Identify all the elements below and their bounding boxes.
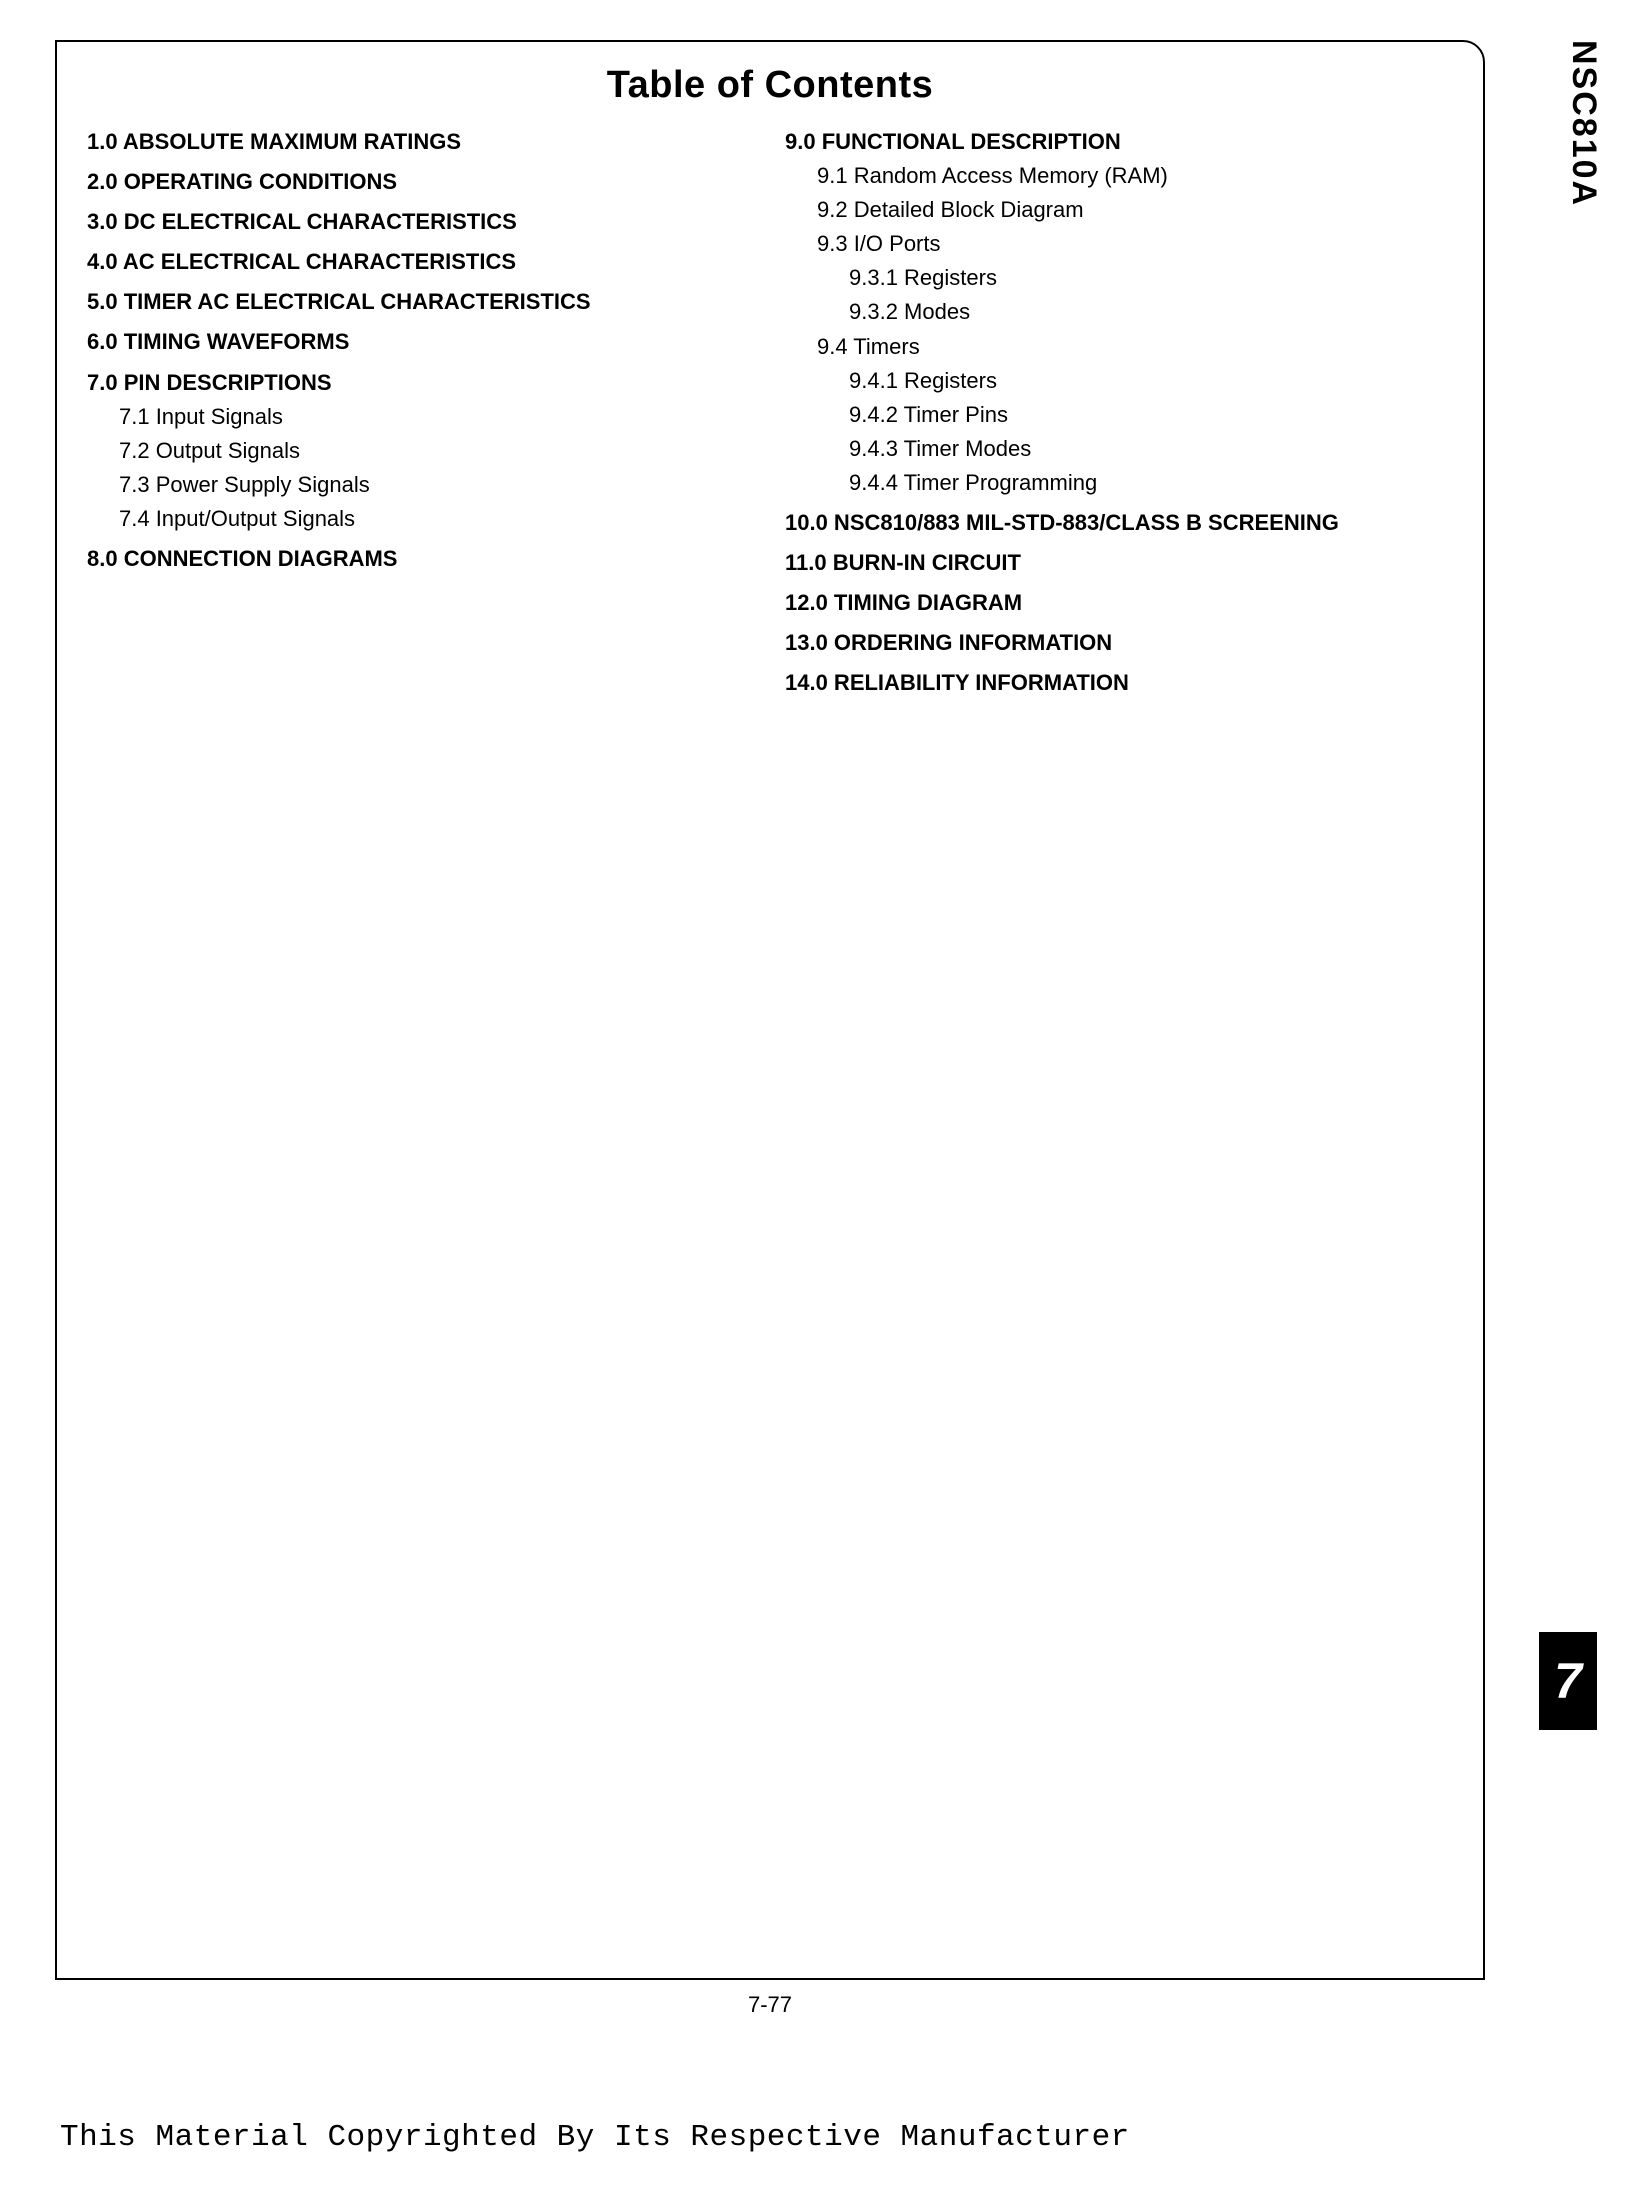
toc-entry: 9.3 I/O Ports <box>785 227 1453 261</box>
page-title: Table of Contents <box>87 64 1453 107</box>
toc-entry: 2.0 OPERATING CONDITIONS <box>87 165 755 199</box>
toc-entry: 7.2 Output Signals <box>87 434 755 468</box>
toc-entry: 9.4.2 Timer Pins <box>785 398 1453 432</box>
toc-entry: 10.0 NSC810/883 MIL-STD-883/CLASS B SCRE… <box>785 506 1453 540</box>
toc-entry: 8.0 CONNECTION DIAGRAMS <box>87 542 755 576</box>
toc-entry: 13.0 ORDERING INFORMATION <box>785 626 1453 660</box>
toc-entry: 9.4.4 Timer Programming <box>785 466 1453 500</box>
toc-entry: 7.1 Input Signals <box>87 400 755 434</box>
page-frame: Table of Contents 1.0 ABSOLUTE MAXIMUM R… <box>55 40 1485 1980</box>
page-number: 7-77 <box>0 1992 1540 2018</box>
toc-entry: 9.2 Detailed Block Diagram <box>785 193 1453 227</box>
toc-entry: 9.4.3 Timer Modes <box>785 432 1453 466</box>
toc-entry: 6.0 TIMING WAVEFORMS <box>87 325 755 359</box>
toc-entry: 12.0 TIMING DIAGRAM <box>785 586 1453 620</box>
toc-entry: 11.0 BURN-IN CIRCUIT <box>785 546 1453 580</box>
toc-entry: 9.3.2 Modes <box>785 295 1453 329</box>
toc-entry: 9.1 Random Access Memory (RAM) <box>785 159 1453 193</box>
copyright-notice: This Material Copyrighted By Its Respect… <box>60 2120 1130 2155</box>
toc-entry: 9.3.1 Registers <box>785 261 1453 295</box>
toc-entry: 1.0 ABSOLUTE MAXIMUM RATINGS <box>87 125 755 159</box>
toc-entry: 9.4 Timers <box>785 330 1453 364</box>
toc-entry: 7.3 Power Supply Signals <box>87 468 755 502</box>
toc-right-column: 9.0 FUNCTIONAL DESCRIPTION9.1 Random Acc… <box>785 119 1453 701</box>
toc-entry: 5.0 TIMER AC ELECTRICAL CHARACTERISTICS <box>87 285 755 319</box>
toc-left-column: 1.0 ABSOLUTE MAXIMUM RATINGS 2.0 OPERATIN… <box>87 119 755 701</box>
toc-entry: 9.4.1 Registers <box>785 364 1453 398</box>
toc-entry: 9.0 FUNCTIONAL DESCRIPTION <box>785 125 1453 159</box>
toc-entry: 4.0 AC ELECTRICAL CHARACTERISTICS <box>87 245 755 279</box>
toc-entry: 7.4 Input/Output Signals <box>87 502 755 536</box>
side-part-label: NSC810A <box>1564 40 1603 207</box>
toc-entry: 14.0 RELIABILITY INFORMATION <box>785 666 1453 700</box>
toc-entry: 3.0 DC ELECTRICAL CHARACTERISTICS <box>87 205 755 239</box>
toc-entry: 7.0 PIN DESCRIPTIONS <box>87 366 755 400</box>
section-tab: 7 <box>1539 1632 1597 1730</box>
toc-columns: 1.0 ABSOLUTE MAXIMUM RATINGS 2.0 OPERATIN… <box>87 119 1453 701</box>
